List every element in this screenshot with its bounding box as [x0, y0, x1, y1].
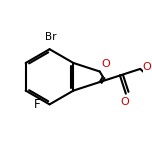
- Text: O: O: [143, 62, 151, 72]
- Text: F: F: [34, 98, 41, 111]
- Text: Br: Br: [45, 32, 56, 42]
- Text: O: O: [120, 97, 129, 107]
- Text: O: O: [101, 59, 110, 69]
